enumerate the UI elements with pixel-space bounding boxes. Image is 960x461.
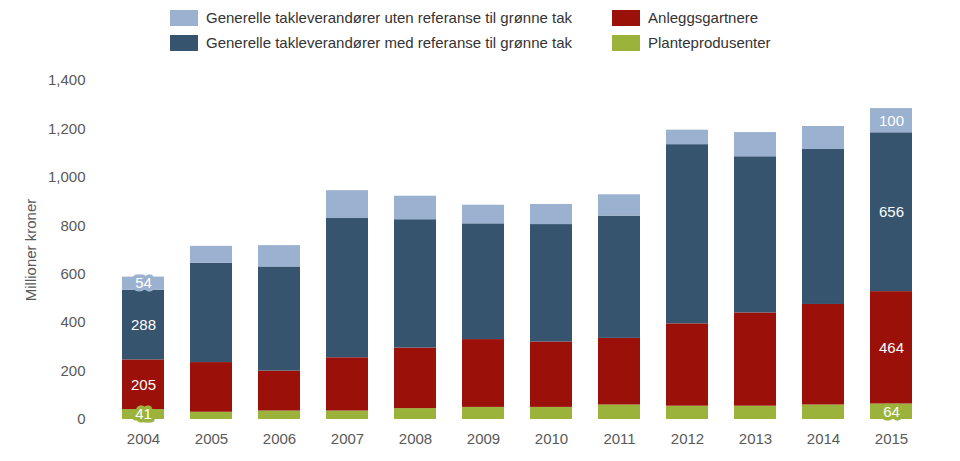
svg-text:2008: 2008 xyxy=(399,430,432,447)
svg-text:2014: 2014 xyxy=(807,430,840,447)
svg-text:600: 600 xyxy=(60,265,85,282)
svg-text:41: 41 xyxy=(135,405,152,422)
html-text:Generelle takleverandører uten: Generelle takleverandører uten referanse… xyxy=(206,9,572,26)
svg-text:2009: 2009 xyxy=(467,430,500,447)
svg-text:2013: 2013 xyxy=(739,430,772,447)
svg-text:0: 0 xyxy=(77,410,85,427)
svg-text:100: 100 xyxy=(879,111,904,128)
svg-text:200: 200 xyxy=(60,362,85,379)
svg-text:1,000: 1,000 xyxy=(48,168,86,185)
svg-text:464: 464 xyxy=(879,339,904,356)
svg-text:54: 54 xyxy=(135,274,152,291)
html-text:Planteprodusenter: Planteprodusenter xyxy=(648,34,771,51)
svg-text:800: 800 xyxy=(60,217,85,234)
svg-text:1,400: 1,400 xyxy=(48,71,86,88)
svg-text:64: 64 xyxy=(883,403,900,420)
svg-text:205: 205 xyxy=(131,376,156,393)
svg-text:288: 288 xyxy=(131,316,156,333)
svg-text:2011: 2011 xyxy=(603,430,635,447)
svg-text:2004: 2004 xyxy=(127,430,160,447)
svg-text:2015: 2015 xyxy=(875,430,908,447)
svg-text:2005: 2005 xyxy=(195,430,228,447)
html-text:Generelle takleverandører med: Generelle takleverandører med referanse … xyxy=(206,34,572,51)
html-text:Anleggsgartnere: Anleggsgartnere xyxy=(648,9,759,26)
svg-text:2012: 2012 xyxy=(671,430,704,447)
svg-text:1,200: 1,200 xyxy=(48,120,86,137)
svg-text:656: 656 xyxy=(879,203,904,220)
svg-text:2006: 2006 xyxy=(263,430,296,447)
svg-text:400: 400 xyxy=(60,313,85,330)
svg-text:Millioner kroner: Millioner kroner xyxy=(22,199,39,302)
svg-text:2007: 2007 xyxy=(331,430,364,447)
svg-text:2010: 2010 xyxy=(535,430,568,447)
